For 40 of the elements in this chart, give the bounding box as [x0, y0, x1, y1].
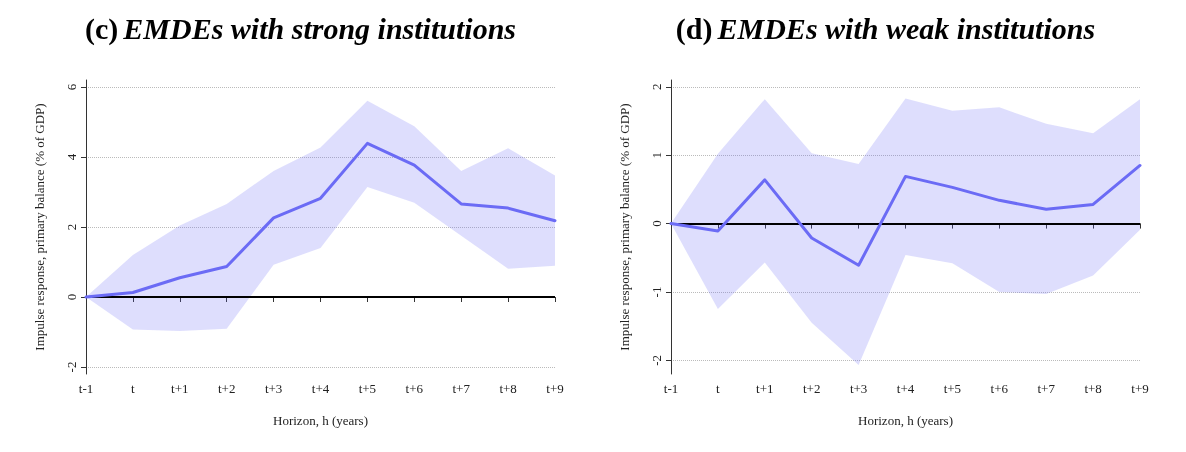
- x-tick-label: t-1: [78, 381, 94, 396]
- y-tick-label: -1: [649, 286, 664, 298]
- x-tick-label: t+3: [264, 381, 283, 396]
- x-axis-title: Horizon, h (years): [858, 413, 953, 428]
- x-tick-label: t+4: [896, 381, 915, 396]
- y-tick-label: -2: [649, 354, 664, 366]
- x-tick-label: t+7: [1037, 381, 1056, 396]
- line-series: [669, 163, 1142, 267]
- chart-title: (d) EMDEs with weak institutions: [675, 11, 1096, 46]
- x-tick-label: t+7: [452, 381, 471, 396]
- x-tick-label: t+8: [499, 381, 517, 396]
- y-axis-title: Impulse response, primary balance (% of GDP): [32, 103, 47, 351]
- y-tick-label: -2: [64, 361, 79, 373]
- x-tick-label: t+8: [1084, 381, 1102, 396]
- chart-title: (c) EMDEs with strong institutions: [85, 11, 516, 46]
- x-tick-label: t+9: [1131, 381, 1149, 396]
- x-tick-label: t+9: [546, 381, 564, 396]
- x-tick-label: t+4: [311, 381, 330, 396]
- x-tick-label: t+6: [990, 381, 1009, 396]
- y-tick-label: 0: [64, 293, 79, 301]
- x-tick-label: t+2: [217, 381, 236, 396]
- y-tick-label: 4: [64, 153, 79, 161]
- y-axis-title: Impulse response, primary balance (% of GDP): [617, 103, 632, 351]
- x-axis-title: Horizon, h (years): [273, 413, 368, 428]
- x-tick-label: t-1: [663, 381, 679, 396]
- x-tick-label: t: [131, 381, 136, 396]
- y-tick-label: 2: [64, 223, 79, 231]
- x-tick-label: t+2: [802, 381, 821, 396]
- x-tick-label: t: [716, 381, 721, 396]
- y-tick-label: 2: [649, 83, 664, 91]
- x-tick-label: t+1: [171, 381, 189, 396]
- x-tick-label: t+3: [849, 381, 868, 396]
- x-tick-label: t+6: [405, 381, 424, 396]
- x-tick-label: t+5: [943, 381, 962, 396]
- x-tick-label: t+1: [756, 381, 774, 396]
- y-tick-label: 1: [649, 151, 664, 159]
- y-tick-label: 6: [64, 83, 79, 91]
- x-tick-label: t+5: [358, 381, 377, 396]
- line-series: [84, 141, 557, 299]
- y-tick-label: 0: [649, 220, 664, 227]
